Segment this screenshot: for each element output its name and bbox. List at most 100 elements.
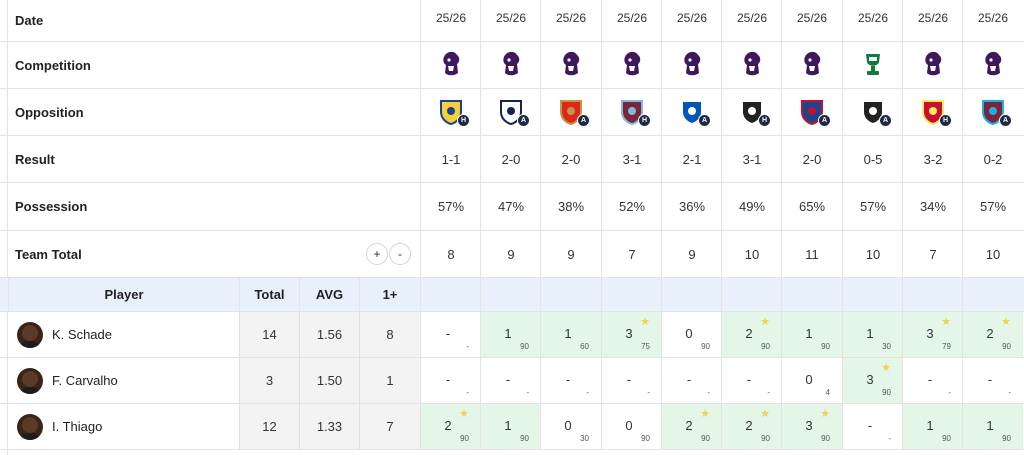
minutes-played: 90 xyxy=(821,342,830,351)
player-match-cell[interactable]: 0 90 xyxy=(661,312,722,357)
player-match-cell[interactable]: 2 90 ★ xyxy=(721,404,782,449)
opposition-cell[interactable]: A xyxy=(661,89,722,135)
result-label: Result xyxy=(15,151,55,167)
player-one-plus-value: 7 xyxy=(359,404,420,449)
competition-label: Competition xyxy=(15,57,91,73)
date-cell: 25/26 xyxy=(781,0,842,41)
collapse-minus-button[interactable]: - xyxy=(389,243,411,265)
player-match-cell[interactable]: 1 90 xyxy=(480,404,541,449)
opposition-cell[interactable]: A xyxy=(842,89,903,135)
one-plus-column-header[interactable]: 1+ xyxy=(359,278,420,311)
player-match-cell[interactable]: 0 30 xyxy=(540,404,601,449)
result-cell: 0-5 xyxy=(842,136,903,182)
player-name[interactable]: F. Carvalho xyxy=(52,373,118,388)
player-row[interactable]: I. Thiago 12 1.33 7 2 90 ★ 1 90 0 30 0 90 2 90 ★ 2 90 ★ 3 90… xyxy=(0,404,1024,450)
competition-cell[interactable] xyxy=(540,42,601,88)
player-match-cell[interactable]: -- xyxy=(601,358,662,403)
competition-cell[interactable] xyxy=(480,42,541,88)
competition-cell[interactable] xyxy=(781,42,842,88)
player-match-cell[interactable]: -- xyxy=(721,358,782,403)
match-value: 0 xyxy=(685,326,693,341)
result-cell: 3-1 xyxy=(721,136,782,182)
possession-value: 34% xyxy=(919,199,947,214)
minutes-played: 90 xyxy=(882,388,891,397)
player-match-cell[interactable]: 1 90 xyxy=(962,404,1023,449)
player-match-cell[interactable]: 3 90 ★ xyxy=(781,404,842,449)
player-match-cell[interactable]: 2 90 ★ xyxy=(962,312,1023,357)
player-match-cell[interactable]: -- xyxy=(480,358,541,403)
opposition-cell[interactable]: H xyxy=(420,89,481,135)
possession-value: 57% xyxy=(437,199,465,214)
match-value: 1 xyxy=(926,418,934,433)
player-match-cell[interactable]: 0 90 xyxy=(601,404,662,449)
opposition-cell[interactable]: H xyxy=(902,89,963,135)
player-total-value: 12 xyxy=(239,404,299,449)
player-one-plus-value: 1 xyxy=(359,358,420,403)
player-match-cell[interactable]: 2 90 ★ xyxy=(721,312,782,357)
player-match-cell[interactable]: -- xyxy=(902,358,963,403)
player-match-cell[interactable]: -- xyxy=(962,358,1023,403)
minutes-played: 60 xyxy=(580,342,589,351)
player-match-cell[interactable]: 1 90 xyxy=(781,312,842,357)
competition-cell[interactable] xyxy=(962,42,1023,88)
player-match-cell[interactable]: -- xyxy=(540,358,601,403)
player-match-cell[interactable]: -- xyxy=(661,358,722,403)
player-match-cell[interactable]: 2 90 ★ xyxy=(661,404,722,449)
player-match-cell[interactable]: 3 79 ★ xyxy=(902,312,963,357)
competition-cell[interactable] xyxy=(601,42,662,88)
player-match-cell[interactable]: 1 30 xyxy=(842,312,903,357)
opposition-cell[interactable]: H xyxy=(721,89,782,135)
competition-cell[interactable] xyxy=(721,42,782,88)
match-date: 25/26 xyxy=(736,11,768,25)
opposition-cell[interactable]: H xyxy=(601,89,662,135)
premier-league-icon xyxy=(741,51,763,80)
star-icon: ★ xyxy=(700,408,710,420)
avg-column-header[interactable]: AVG xyxy=(299,278,359,311)
star-icon: ★ xyxy=(881,362,891,374)
minutes-played: - xyxy=(466,342,469,351)
match-date: 25/26 xyxy=(555,11,587,25)
away-indicator: A xyxy=(999,114,1012,127)
total-column-header[interactable]: Total xyxy=(239,278,299,311)
opposition-cell[interactable]: A xyxy=(962,89,1023,135)
player-row[interactable]: K. Schade 14 1.56 8- -1 90 1 60 3 75 ★ 0 90 2 90 ★ 1 90 1 3… xyxy=(0,312,1024,358)
team-total-cell: 11 xyxy=(781,231,842,277)
star-icon: ★ xyxy=(820,408,830,420)
minutes-played: - xyxy=(707,388,710,397)
opposition-cell[interactable]: A xyxy=(781,89,842,135)
possession-value: 38% xyxy=(557,199,585,214)
premier-league-icon xyxy=(500,51,522,80)
match-value: 1 xyxy=(866,326,874,341)
competition-cell[interactable] xyxy=(420,42,481,88)
match-value: - xyxy=(927,372,933,387)
player-match-cell[interactable]: 3 90 ★ xyxy=(842,358,903,403)
player-match-cell[interactable]: -- xyxy=(842,404,903,449)
competition-cell[interactable] xyxy=(902,42,963,88)
team-total-value: 10 xyxy=(865,246,881,262)
match-date: 25/26 xyxy=(977,11,1009,25)
player-match-cell[interactable]: -- xyxy=(420,312,481,357)
player-match-cell[interactable]: -- xyxy=(420,358,481,403)
home-indicator: H xyxy=(939,114,952,127)
player-match-cell[interactable]: 1 90 xyxy=(480,312,541,357)
away-indicator: A xyxy=(698,114,711,127)
competition-cell[interactable] xyxy=(842,42,903,88)
player-column-header[interactable]: Player xyxy=(8,278,239,311)
match-result: 2-0 xyxy=(501,151,521,167)
player-match-cell[interactable]: 1 90 xyxy=(902,404,963,449)
player-name[interactable]: K. Schade xyxy=(52,327,112,342)
result-cell: 2-0 xyxy=(781,136,842,182)
player-match-cell[interactable]: 3 75 ★ xyxy=(601,312,662,357)
opposition-cell[interactable]: A xyxy=(540,89,601,135)
player-name[interactable]: I. Thiago xyxy=(52,419,103,434)
match-value: - xyxy=(746,372,752,387)
player-row[interactable]: F. Carvalho 3 1.50 1- - - - - - - - - - - -0 4 3 90 ★ - - - - xyxy=(0,358,1024,404)
player-match-cell[interactable]: 2 90 ★ xyxy=(420,404,481,449)
star-icon: ★ xyxy=(941,316,951,328)
opposition-cell[interactable]: A xyxy=(480,89,541,135)
player-match-cell[interactable]: 1 60 xyxy=(540,312,601,357)
expand-plus-button[interactable]: + xyxy=(366,243,388,265)
premier-league-icon xyxy=(560,51,582,80)
competition-cell[interactable] xyxy=(661,42,722,88)
